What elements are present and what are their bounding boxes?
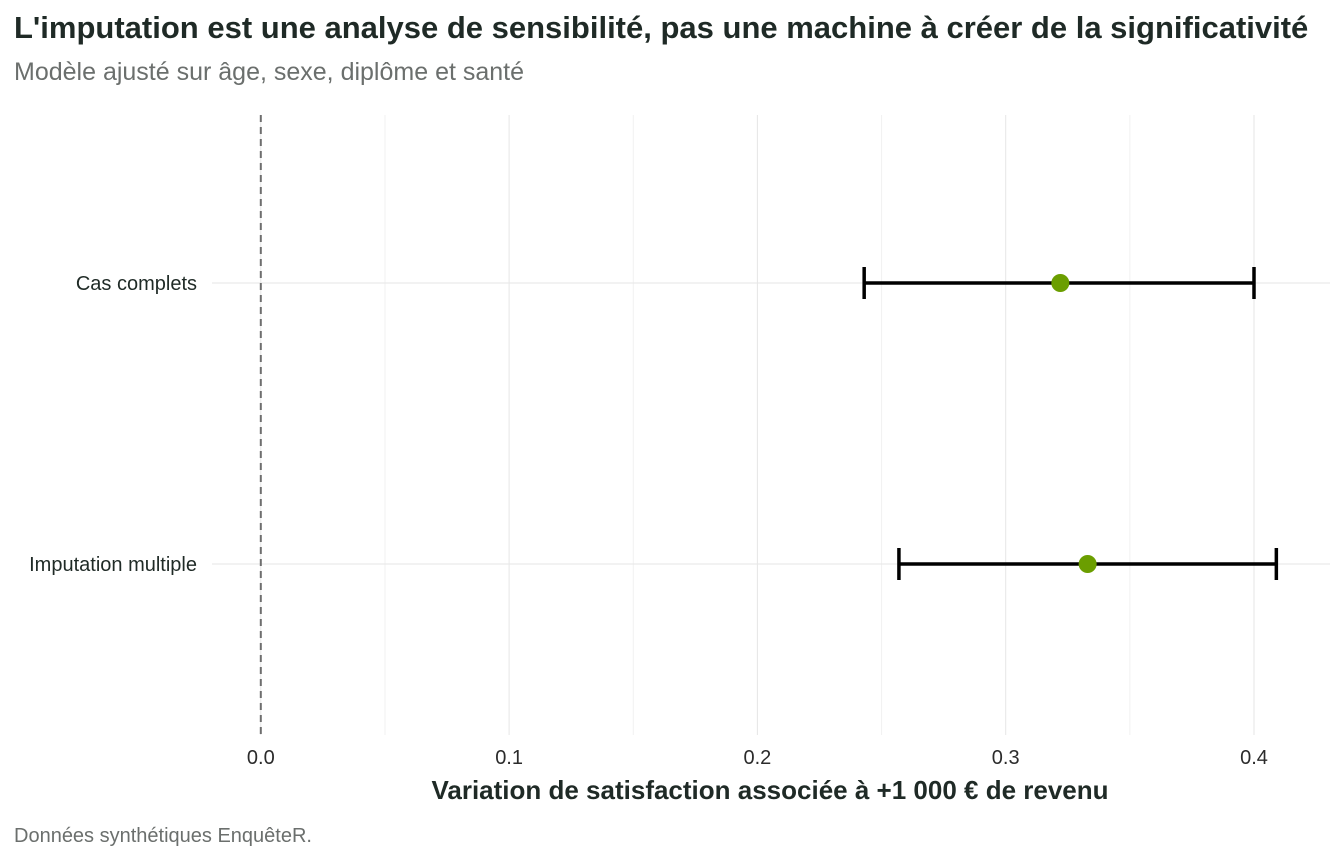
x-tick-label: 0.0 bbox=[247, 747, 275, 769]
chart-title: L'imputation est une analyse de sensibil… bbox=[14, 10, 1309, 45]
y-tick-label: Cas complets bbox=[76, 273, 197, 295]
x-tick-label: 0.1 bbox=[495, 747, 523, 769]
chart-subtitle: Modèle ajusté sur âge, sexe, diplôme et … bbox=[14, 58, 525, 86]
x-tick-label: 0.3 bbox=[992, 747, 1020, 769]
estimate-point bbox=[1078, 555, 1097, 573]
x-axis-title: Variation de satisfaction associée à +1 … bbox=[431, 775, 1108, 805]
y-tick-label: Imputation multiple bbox=[29, 554, 197, 576]
estimate-point bbox=[1051, 274, 1070, 292]
chart-caption: Données synthétiques EnquêteR. bbox=[14, 825, 312, 847]
x-tick-label: 0.4 bbox=[1240, 747, 1268, 769]
x-tick-label: 0.2 bbox=[743, 747, 771, 769]
